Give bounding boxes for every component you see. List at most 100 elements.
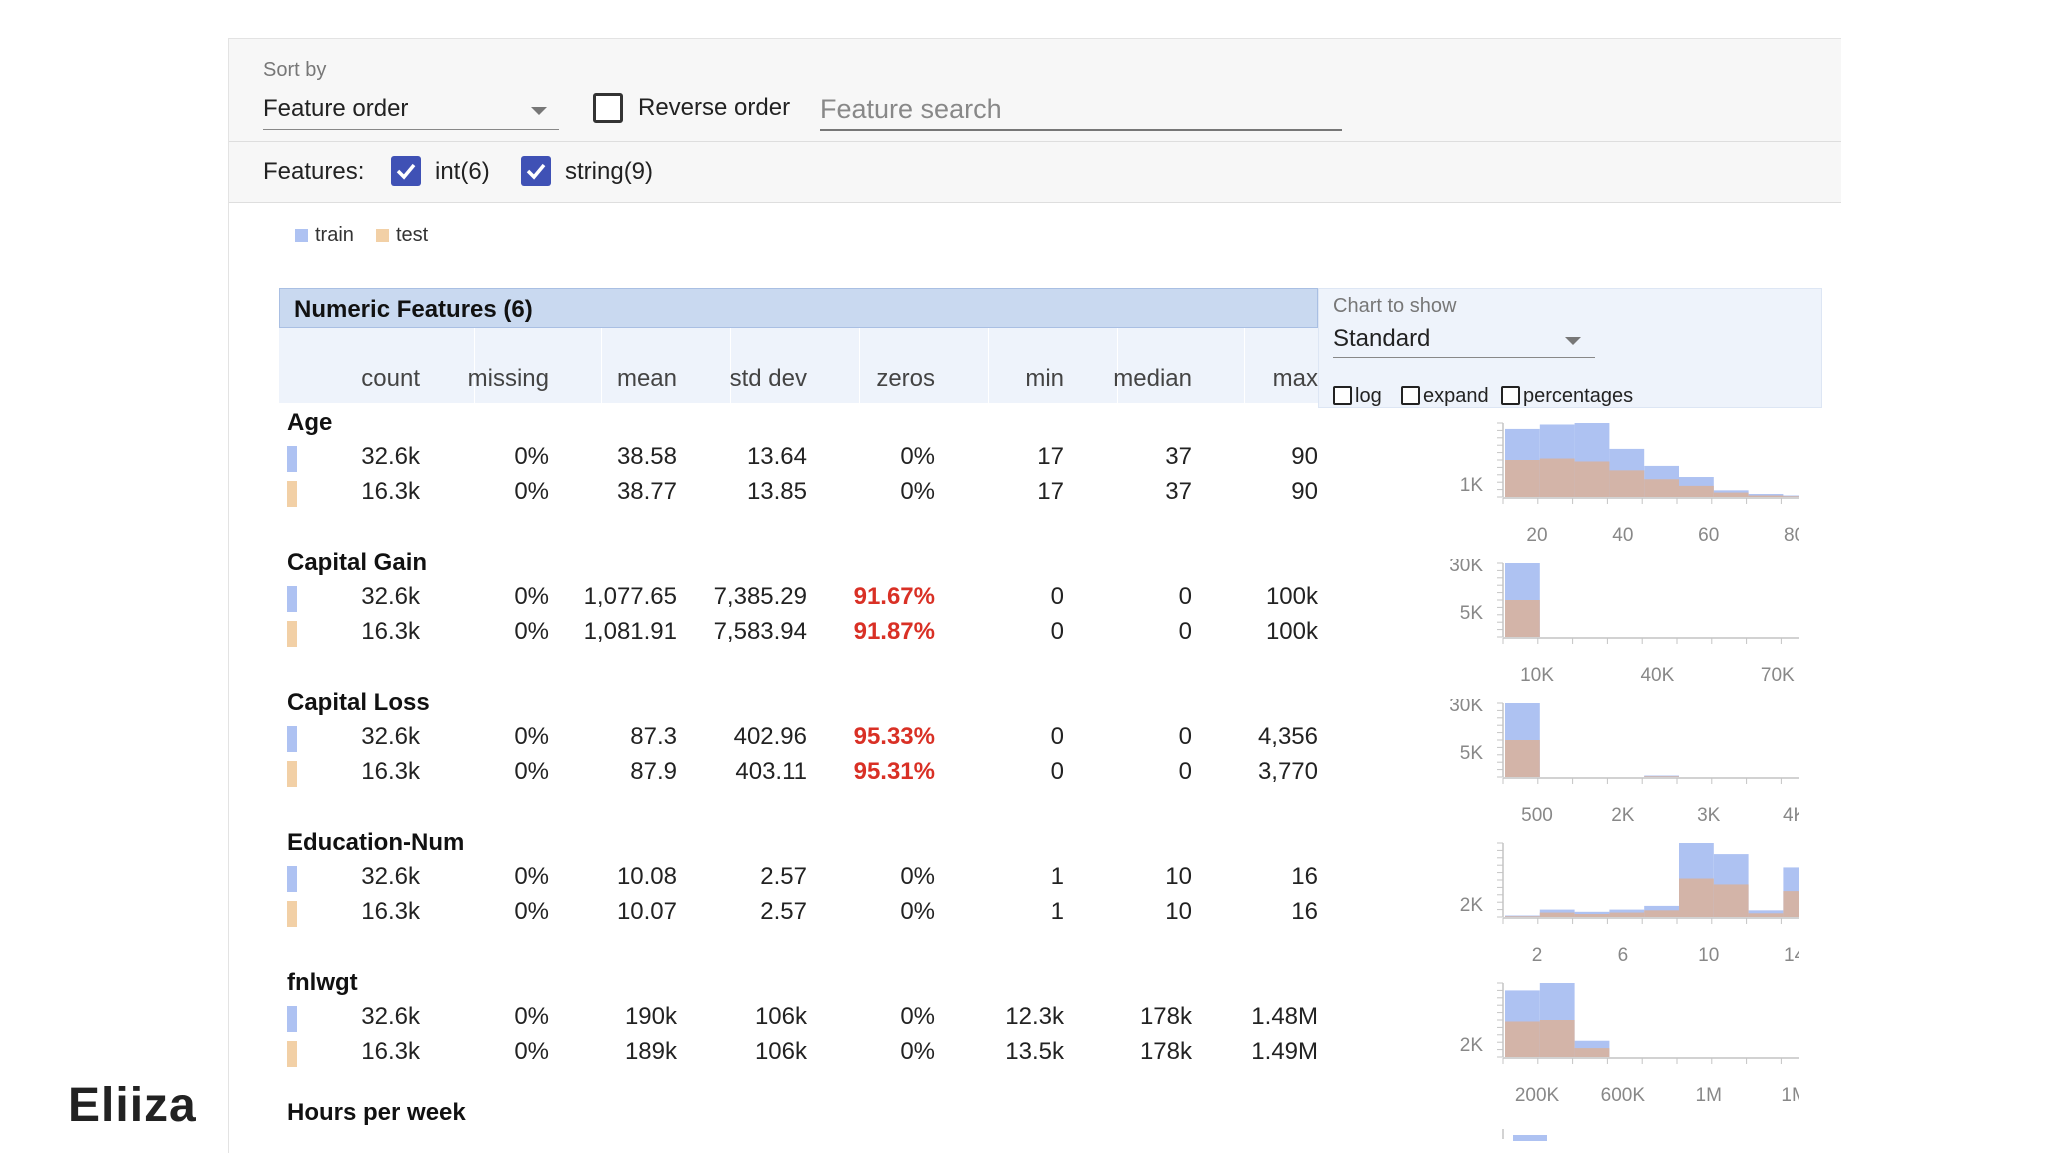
cell-missing: 0% (514, 478, 549, 505)
hist-bar-test (1539, 1020, 1575, 1057)
string-features-label: string(9) (565, 158, 654, 185)
cell-count: 16.3k (361, 758, 420, 785)
chevron-down-icon (1565, 337, 1581, 345)
cell-std-dev: 106k (754, 1003, 807, 1030)
hist-bar (1513, 1135, 1547, 1141)
string-features-checkbox[interactable] (521, 156, 551, 186)
hist-bar-test (1539, 458, 1575, 497)
hist-bar-test (1505, 600, 1540, 637)
cell-std-dev: 13.85 (746, 478, 807, 505)
cell-count: 32.6k (361, 863, 420, 890)
int-features-checkbox[interactable] (391, 156, 421, 186)
feature-name: Capital Gain (287, 549, 428, 576)
cell-mean: 38.58 (616, 443, 677, 470)
cell-min: 0 (1050, 723, 1064, 750)
cell-count: 32.6k (361, 443, 420, 470)
cell-zeros: 0% (900, 478, 935, 505)
hist-bar-test (1574, 914, 1610, 917)
cell-missing: 0% (514, 758, 549, 785)
cell-mean: 87.9 (630, 758, 677, 785)
cell-count: 32.6k (361, 583, 420, 610)
cell-count: 16.3k (361, 1038, 420, 1065)
cell-mean: 1,081.91 (583, 618, 677, 645)
x-tick-label: 70K (1761, 665, 1795, 684)
hist-bar-test (1505, 916, 1540, 917)
train-swatch (287, 446, 297, 472)
hist-bar-test (1609, 912, 1645, 917)
cell-count: 16.3k (361, 618, 420, 645)
column-header-count: count (361, 365, 420, 392)
cell-mean: 1,077.65 (583, 583, 677, 610)
cell-std-dev: 7,385.29 (713, 583, 807, 610)
cell-median: 178k (1139, 1003, 1192, 1030)
cell-zeros: 95.31% (853, 758, 935, 785)
cell-median: 0 (1178, 723, 1192, 750)
train-swatch (287, 726, 297, 752)
x-tick-label: 14 (1784, 945, 1799, 964)
reverse-order-label: Reverse order (638, 94, 791, 121)
histogram: 1K 20 40 60 80 (1460, 422, 1799, 544)
cell-std-dev: 402.96 (733, 723, 807, 750)
sort-by-dropdown[interactable]: Feature order (263, 91, 559, 130)
hist-bar-test (1609, 470, 1645, 497)
column-header-zeros: zeros (876, 365, 935, 392)
cell-count: 32.6k (361, 723, 420, 750)
cell-zeros: 91.67% (853, 583, 935, 610)
y-tick-label: 30K (1449, 559, 1483, 576)
reverse-order-checkbox[interactable] (593, 93, 623, 123)
int-features-label: int(6) (435, 158, 490, 185)
x-tick-label: 1M (1781, 1085, 1799, 1104)
hist-bar-test (1713, 884, 1749, 917)
hist-bar-test (1644, 776, 1679, 777)
y-tick-label: 1K (1460, 475, 1484, 496)
hist-bar-test (1783, 891, 1799, 917)
cell-zeros: 0% (900, 898, 935, 925)
numeric-features-header: Numeric Features (6) (279, 288, 1318, 328)
percentages-checkbox[interactable] (1501, 386, 1520, 405)
hist-bar-test (1748, 495, 1784, 497)
cell-max: 4,356 (1257, 723, 1318, 750)
feature-search-input[interactable] (820, 89, 1342, 131)
facets-panel: Sort by Feature order Reverse order Feat… (228, 38, 1841, 1153)
cell-max: 90 (1291, 443, 1318, 470)
cell-max: 100k (1265, 618, 1318, 645)
x-tick-label: 4K (1783, 805, 1799, 824)
column-separator (859, 328, 860, 403)
histogram: 2K 200K 600K 1M 1M (1460, 982, 1799, 1104)
cell-median: 0 (1178, 583, 1192, 610)
cell-std-dev: 403.11 (735, 758, 807, 785)
log-checkbox[interactable] (1333, 386, 1352, 405)
cell-zeros: 95.33% (853, 723, 935, 750)
cell-min: 17 (1037, 478, 1064, 505)
cell-max: 1.48M (1251, 1003, 1318, 1030)
cell-count: 32.6k (361, 1003, 420, 1030)
section-title: Numeric Features (6) (294, 296, 533, 323)
cell-missing: 0% (514, 1038, 549, 1065)
cell-missing: 0% (514, 443, 549, 470)
cell-median: 0 (1178, 618, 1192, 645)
sort-by-value: Feature order (263, 95, 409, 122)
hist-bar-test (1783, 496, 1799, 497)
column-header-std-dev: std dev (729, 365, 807, 392)
feature-name: Capital Loss (287, 689, 430, 716)
feature-name: Age (287, 409, 333, 436)
cell-min: 0 (1050, 758, 1064, 785)
x-tick-label: 80 (1784, 525, 1799, 544)
legend-train-swatch (295, 229, 308, 242)
x-tick-label: 500 (1521, 805, 1553, 824)
chart-type-dropdown[interactable]: Standard (1333, 323, 1595, 358)
cell-zeros: 0% (900, 1003, 935, 1030)
expand-checkbox[interactable] (1401, 386, 1420, 405)
cell-mean: 189k (624, 1038, 677, 1065)
expand-label: expand (1423, 385, 1489, 407)
test-swatch (287, 1041, 297, 1067)
cell-missing: 0% (514, 583, 549, 610)
hist-bar-test (1505, 1021, 1540, 1057)
cell-zeros: 0% (900, 863, 935, 890)
cell-mean: 87.3 (630, 723, 677, 750)
hist-bar-train (1783, 495, 1799, 497)
y-tick-label: 5K (1460, 603, 1484, 624)
cell-std-dev: 2.57 (760, 863, 807, 890)
column-header-min: min (1025, 365, 1064, 392)
cell-max: 90 (1291, 478, 1318, 505)
